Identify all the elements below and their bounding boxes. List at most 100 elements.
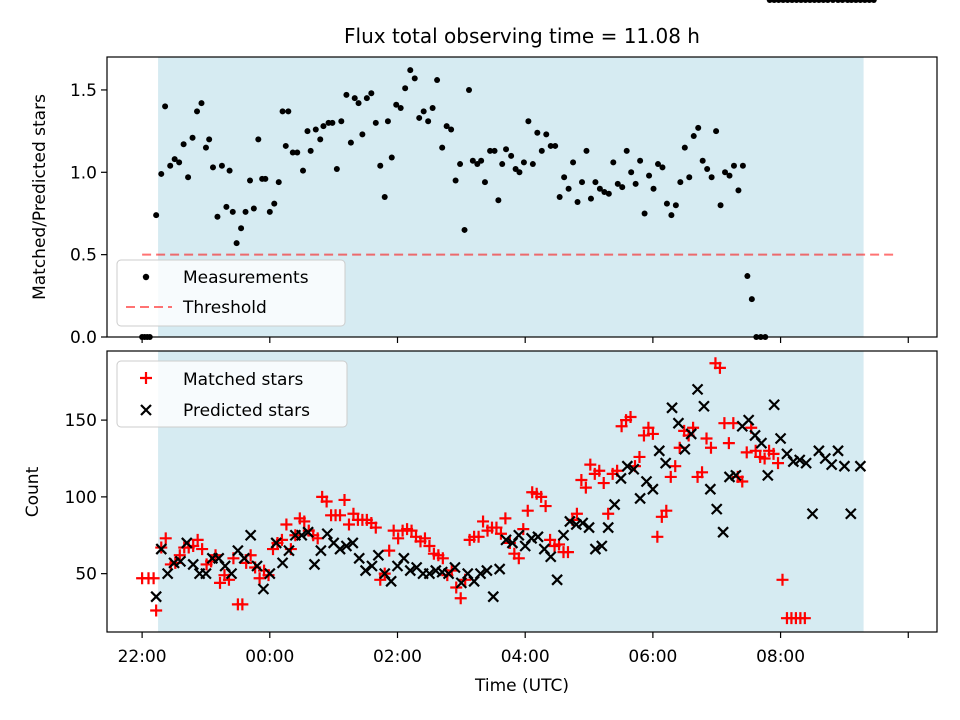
predicted-star-point — [161, 567, 174, 580]
measurement-point — [443, 123, 450, 130]
top-y-ticks: 0.0 0.5 1.0 1.5 — [70, 81, 107, 348]
measurement-point — [690, 133, 697, 140]
measurement-point — [255, 136, 262, 143]
measurement-point — [368, 90, 375, 97]
measurement-point — [158, 170, 165, 177]
predicted-star-point — [621, 460, 634, 472]
predicted-star-point — [487, 590, 500, 603]
predicted-star-point — [500, 534, 512, 546]
matched-star-point — [405, 524, 418, 537]
measurement-point — [481, 179, 488, 186]
predicted-star-point — [691, 383, 704, 396]
measurement-point — [659, 164, 666, 171]
measurement-point — [194, 108, 201, 115]
measurement-point — [429, 105, 436, 112]
measurement-point — [312, 126, 319, 133]
measurement-point — [730, 162, 737, 169]
measurement-point — [329, 119, 336, 126]
measurement-point — [359, 131, 366, 138]
matched-star-point — [696, 466, 709, 479]
predicted-star-point — [404, 564, 417, 577]
predicted-star-point — [627, 463, 640, 476]
matched-star-point — [637, 429, 650, 442]
bottom-x-ticks: 22:00 00:00 02:00 04:00 06:00 08:00 — [118, 632, 909, 667]
measurement-point — [806, 0, 813, 3]
measurement-point — [320, 123, 327, 130]
measurement-point — [416, 114, 423, 121]
matched-star-point — [749, 444, 762, 457]
measurement-point — [811, 0, 818, 3]
measurement-point — [552, 142, 559, 149]
predicted-star-point — [353, 552, 365, 565]
measurement-point — [294, 149, 301, 156]
measurement-point — [726, 172, 733, 179]
measurement-point — [861, 0, 868, 3]
measurement-point — [495, 197, 502, 204]
measurement-point — [592, 179, 599, 186]
predicted-star-point — [334, 543, 346, 555]
measurement-point — [189, 134, 196, 141]
matched-star-point — [740, 446, 753, 459]
matched-star-point — [579, 481, 592, 494]
x-tick-label: 08:00 — [756, 647, 805, 667]
predicted-star-point — [615, 472, 627, 485]
legend-predicted-marker — [140, 404, 152, 416]
measurement-point — [508, 152, 515, 159]
legend-matched-marker — [140, 372, 152, 384]
predicted-star-point — [806, 507, 819, 520]
legend-matched-label: Matched stars — [183, 370, 303, 390]
matched-star-point — [776, 573, 789, 586]
bottom-y-ticks: 50 100 150 — [65, 411, 107, 585]
measurement-point — [520, 159, 527, 166]
y-tick-label: 50 — [75, 565, 97, 585]
measurement-point — [266, 208, 273, 215]
measurement-point — [397, 105, 404, 112]
measurement-point — [185, 174, 192, 181]
predicted-star-point — [321, 527, 334, 540]
matched-star-point — [535, 490, 548, 503]
predicted-star-point — [449, 561, 461, 574]
measurement-point — [839, 0, 846, 3]
measurement-point — [491, 147, 498, 154]
measurement-point — [556, 194, 563, 200]
matched-star-point — [544, 533, 557, 546]
matched-star-point — [704, 441, 717, 454]
measurement-point — [870, 0, 877, 3]
matched-star-point — [147, 572, 160, 585]
predicted-star-point — [347, 537, 359, 549]
matched-star-point — [298, 515, 311, 528]
measurement-point — [279, 108, 286, 115]
matched-star-point — [736, 475, 749, 488]
measurement-point — [798, 0, 805, 3]
measurement-point — [646, 172, 653, 179]
measurement-point — [233, 240, 240, 247]
matched-star-point — [236, 598, 249, 611]
predicted-star-point — [308, 558, 321, 571]
matched-star-point — [584, 458, 597, 471]
predicted-star-point — [264, 567, 276, 580]
measurement-point — [393, 101, 400, 108]
measurement-point — [242, 208, 249, 215]
predicted-star-point — [653, 445, 666, 457]
predicted-star-point — [187, 558, 199, 571]
predicted-star-point — [672, 417, 685, 429]
measurement-point — [570, 159, 577, 166]
matched-star-point — [369, 521, 382, 534]
measurement-point — [425, 118, 432, 125]
matched-star-point — [651, 530, 664, 543]
matched-star-point — [624, 411, 637, 424]
predicted-star-point — [602, 521, 614, 534]
predicted-star-point — [174, 555, 187, 568]
predicted-star-point — [544, 550, 557, 563]
predicted-star-point — [481, 564, 493, 577]
measurement-point — [171, 156, 178, 163]
top-x-ticks — [141, 337, 909, 343]
predicted-star-point — [238, 552, 251, 565]
predicted-star-point — [532, 531, 544, 543]
predicted-star-point — [493, 563, 506, 575]
measurement-point — [641, 210, 648, 217]
measurement-point — [623, 147, 630, 154]
matched-star-point — [633, 450, 646, 463]
measurement-point — [619, 184, 626, 191]
predicted-star-point — [244, 529, 257, 542]
